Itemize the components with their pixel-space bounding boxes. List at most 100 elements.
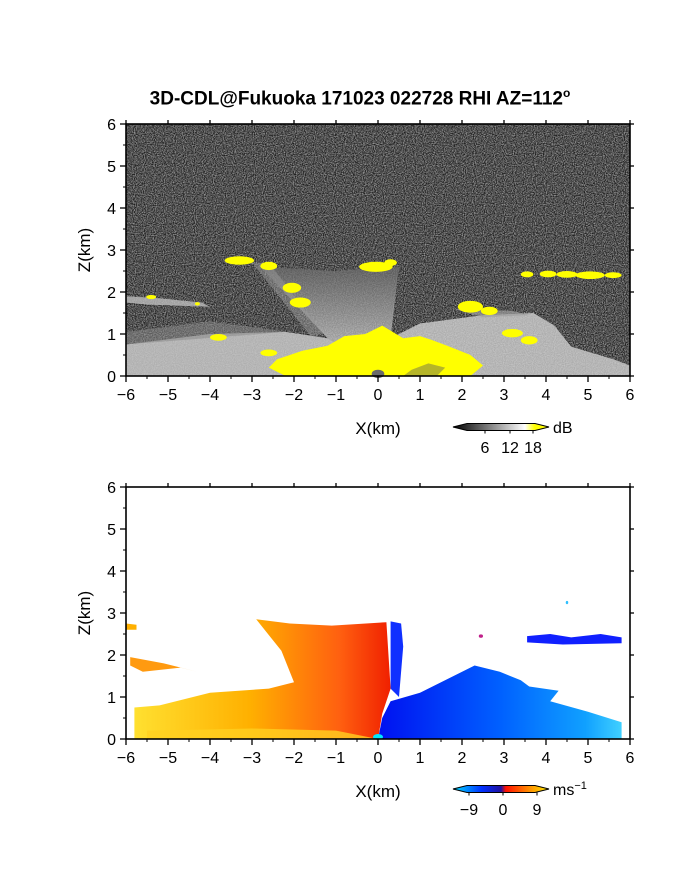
intensity-xtick-label: −1 (327, 387, 345, 404)
left-upper-fragment (126, 623, 137, 630)
surface-layer (147, 728, 378, 739)
yellow-echo (457, 300, 483, 313)
velocity-colorbar-tick-label: 9 (533, 802, 542, 819)
intensity-xtick-label: 0 (374, 387, 383, 404)
intensity-xtick-label: 1 (416, 387, 425, 404)
yellow-echo (194, 302, 200, 306)
intensity-xtick-label: 3 (500, 387, 509, 404)
velocity-colorbar-tick-label: 0 (499, 802, 508, 819)
yellow-echo (146, 294, 157, 300)
velocity-xtick-label: 1 (416, 750, 425, 767)
velocity-colorbar: −9 0 9 ms−1 (452, 780, 587, 819)
velocity-field (126, 600, 622, 740)
velocity-panel: −6 −5 −4 −3 −2 −1 0 1 2 3 4 5 6 0 1 2 3 4 5 6 X(km) Z(km) −9 0… (75, 480, 635, 819)
velocity-xtick-label: −6 (117, 750, 135, 767)
velocity-xtick-label: −1 (327, 750, 345, 767)
intensity-xtick-label: −4 (201, 387, 219, 404)
yellow-echo (575, 271, 605, 279)
velocity-ylabel: Z(km) (75, 591, 94, 635)
velocity-xtick-label: −5 (159, 750, 177, 767)
intensity-colorbar-tick-label: 6 (481, 440, 490, 457)
velocity-xtick-label: −4 (201, 750, 219, 767)
upper-echo-right (527, 634, 622, 645)
intensity-ytick-label: 5 (107, 159, 116, 176)
velocity-xtick-label: 4 (542, 750, 551, 767)
yellow-echo (556, 271, 578, 278)
velocity-colorbar-unit-sup: −1 (574, 780, 587, 792)
intensity-xtick-label: −5 (159, 387, 177, 404)
velocity-colorbar-tick-label: −9 (460, 802, 478, 819)
intensity-ytick-label: 0 (107, 369, 116, 386)
intensity-xtick-label: 5 (584, 387, 593, 404)
figure-title: 3D-CDL@Fukuoka 171023 022728 RHI AZ=112o (0, 86, 680, 110)
approaching-flow-right (378, 665, 622, 739)
intensity-ytick-label: 3 (107, 243, 116, 260)
intensity-xtick-label: −2 (285, 387, 303, 404)
yellow-echo (359, 261, 393, 272)
velocity-colorbar-unit: ms−1 (553, 780, 587, 799)
intensity-field (126, 256, 630, 379)
yellow-echo (520, 271, 534, 278)
intensity-xtick-label: 2 (458, 387, 467, 404)
left-mid-layer (130, 657, 198, 672)
yellow-echo (260, 349, 278, 357)
velocity-ytick-label: 0 (107, 732, 116, 749)
core-shadow (403, 363, 446, 376)
velocity-xtick-label: 3 (500, 750, 509, 767)
velocity-axes: −6 −5 −4 −3 −2 −1 0 1 2 3 4 5 6 0 1 2 3 4 5 6 X(km) Z(km) (75, 480, 635, 801)
intensity-ylabel: Z(km) (75, 228, 94, 272)
isolated-echo (478, 634, 483, 638)
velocity-ytick-label: 6 (107, 480, 116, 497)
shear-line (390, 621, 404, 697)
intensity-ytick-label: 2 (107, 285, 116, 302)
velocity-xtick-label: 2 (458, 750, 467, 767)
intensity-ytick-label: 4 (107, 201, 116, 218)
receding-flow-left (134, 619, 391, 739)
title-degree-symbol: o (562, 86, 571, 100)
intensity-colorbar-tick-label: 18 (524, 440, 542, 457)
velocity-xtick-label: −2 (285, 750, 303, 767)
intensity-colorbar: 6 12 18 dB (452, 420, 573, 457)
yellow-echo (210, 334, 227, 341)
upper-left-streak (252, 262, 324, 337)
yellow-echo (384, 259, 397, 266)
title-text: 3D-CDL@Fukuoka 171023 022728 RHI AZ=112 (149, 88, 563, 110)
velocity-xlabel: X(km) (355, 782, 400, 801)
velocity-ytick-label: 5 (107, 522, 116, 539)
yellow-echo (224, 256, 255, 265)
saturated-core (268, 325, 483, 376)
yellow-echo (282, 282, 302, 293)
yellow-echo (289, 297, 311, 308)
isolated-echo (565, 600, 569, 605)
velocity-ytick-label: 3 (107, 606, 116, 623)
intensity-xtick-label: 4 (542, 387, 551, 404)
velocity-xtick-label: 5 (584, 750, 593, 767)
yellow-echo (604, 272, 622, 279)
intensity-colorbar-tick-label: 12 (501, 440, 519, 457)
yellow-echo (501, 328, 523, 338)
velocity-ytick-label: 4 (107, 564, 116, 581)
velocity-xtick-label: −3 (243, 750, 261, 767)
yellow-echo (480, 306, 498, 316)
intensity-colorbar-unit: dB (553, 420, 573, 437)
velocity-xtick-label: 6 (626, 750, 635, 767)
velocity-ytick-label: 1 (107, 690, 116, 707)
velocity-ytick-label: 2 (107, 648, 116, 665)
intensity-xtick-label: −3 (243, 387, 261, 404)
left-mid-streak (126, 296, 210, 307)
intensity-ytick-label: 1 (107, 327, 116, 344)
left-fan-fringe (126, 321, 286, 345)
yellow-echo (520, 336, 538, 345)
velocity-colorbar-bar (452, 785, 550, 793)
intensity-colorbar-bar (452, 423, 550, 431)
yellow-echo (260, 261, 278, 271)
yellow-echo (539, 270, 557, 278)
intensity-ytick-label: 6 (107, 117, 116, 134)
intensity-axes: −6 −5 −4 −3 −2 −1 0 1 2 3 4 5 6 0 1 2 3 4 5 6 X(km) Z(km) (75, 117, 635, 438)
intensity-xtick-label: 6 (626, 387, 635, 404)
velocity-xtick-label: 0 (374, 750, 383, 767)
intensity-xlabel: X(km) (355, 419, 400, 438)
intensity-xtick-label: −6 (117, 387, 135, 404)
